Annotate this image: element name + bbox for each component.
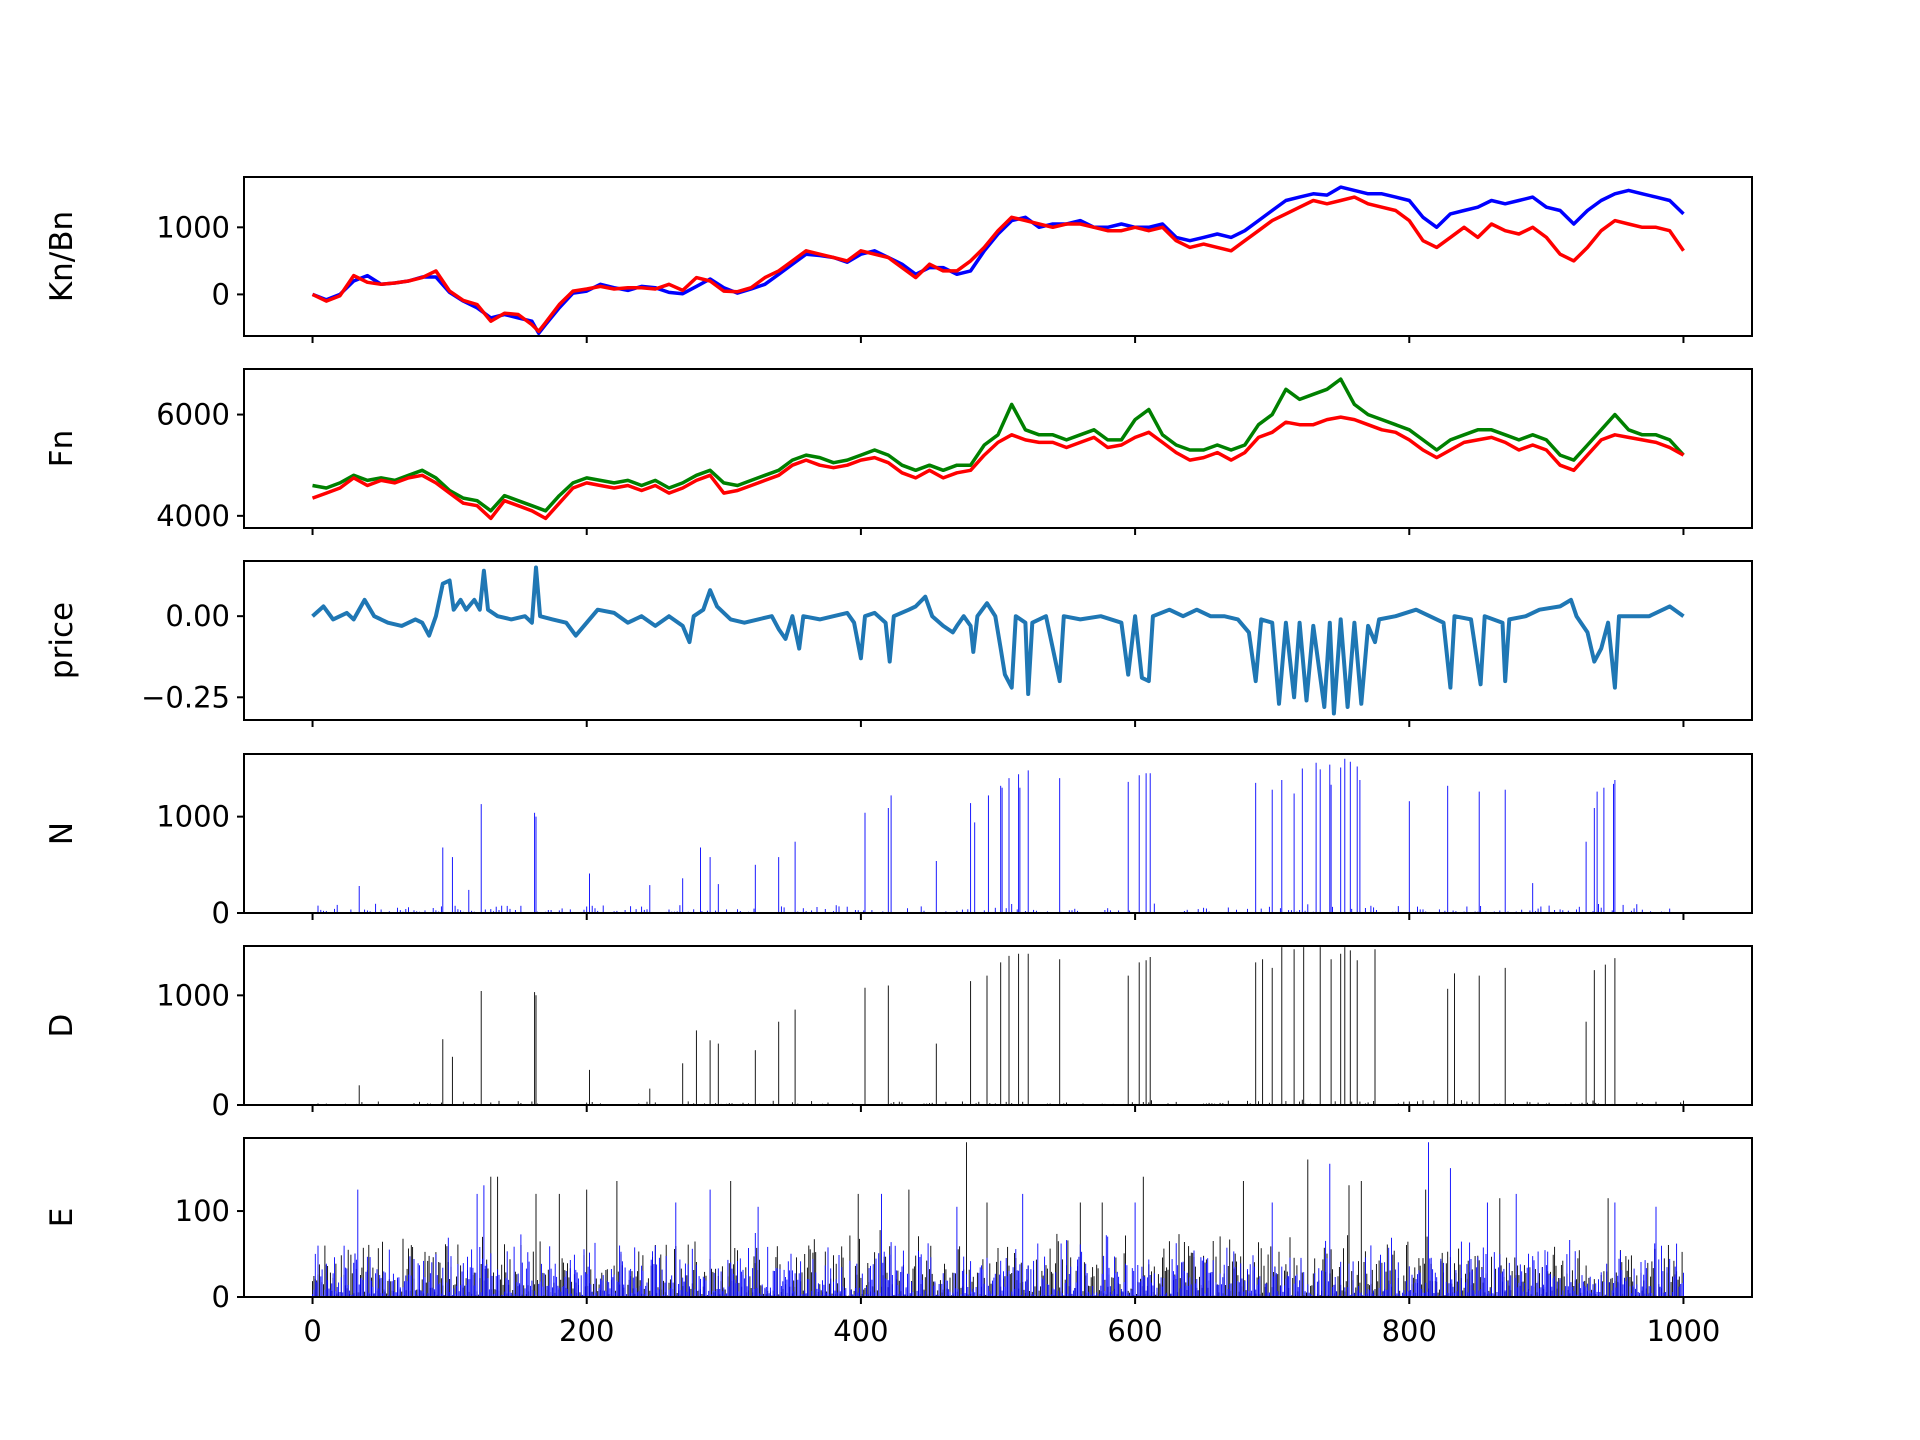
y-axis-label: E bbox=[44, 1208, 80, 1228]
series-line-2 bbox=[311, 415, 1685, 521]
series-bars-1 bbox=[312, 947, 1684, 1105]
plot-area bbox=[311, 377, 1685, 521]
y-tick-label: 6000 bbox=[156, 398, 230, 432]
y-axis-label: Fn bbox=[44, 430, 80, 467]
axes-frame bbox=[243, 176, 1753, 337]
y-tick-label: 1000 bbox=[156, 800, 230, 834]
axes-frame bbox=[243, 753, 1753, 914]
x-tick-label: 1000 bbox=[1647, 1314, 1721, 1348]
y-tick-label: 0.00 bbox=[165, 599, 230, 633]
y-axis-label: Kn/Bn bbox=[44, 211, 80, 302]
y-tick-label: 1000 bbox=[156, 978, 230, 1012]
plot-area bbox=[311, 185, 1685, 336]
y-tick-label: 1000 bbox=[156, 210, 230, 244]
series-line-1 bbox=[311, 565, 1685, 716]
y-axis-label: price bbox=[44, 602, 80, 679]
subplot-stack: 01000Kn/Bn40006000Fn0.00−0.25price01000N… bbox=[44, 176, 1753, 1348]
series-line-1 bbox=[312, 377, 1685, 513]
y-tick-label: 0 bbox=[212, 1088, 230, 1122]
series-bars-2 bbox=[312, 1142, 1684, 1297]
subplot-4: 0 1000 N bbox=[44, 753, 1753, 930]
axes-frame bbox=[243, 1137, 1753, 1298]
x-tick-label: 800 bbox=[1382, 1314, 1437, 1348]
subplot-5: 0 1000 D bbox=[44, 945, 1753, 1122]
x-tick-label: 0 bbox=[303, 1314, 321, 1348]
y-tick-label: 4000 bbox=[156, 499, 230, 533]
y-axis-label: N bbox=[44, 822, 80, 845]
y-tick-label: 100 bbox=[175, 1194, 230, 1228]
axes-frame bbox=[243, 560, 1753, 721]
y-tick-label: 0 bbox=[212, 1280, 230, 1314]
x-tick-label: 400 bbox=[833, 1314, 888, 1348]
x-tick-label: 200 bbox=[559, 1314, 614, 1348]
subplot-6: 0 200 400 600 800 1000 0 100 E bbox=[44, 1137, 1753, 1348]
axes-frame bbox=[243, 945, 1753, 1106]
y-tick-label: 0 bbox=[212, 277, 230, 311]
series-line-2 bbox=[311, 195, 1685, 334]
subplot-3: 0.00 −0.25 price bbox=[44, 560, 1753, 727]
subplot-1: 0 1000 Kn/Bn bbox=[44, 176, 1753, 343]
y-axis-label: D bbox=[44, 1014, 80, 1038]
subplot-2: 4000 6000 Fn bbox=[44, 368, 1753, 535]
x-tick-label: 600 bbox=[1107, 1314, 1162, 1348]
y-tick-label: 0 bbox=[212, 896, 230, 930]
axes-frame bbox=[243, 368, 1753, 529]
plot-area bbox=[311, 565, 1685, 716]
plot-area bbox=[312, 947, 1684, 1105]
plot-area bbox=[312, 1142, 1684, 1297]
y-tick-label: −0.25 bbox=[141, 680, 230, 714]
